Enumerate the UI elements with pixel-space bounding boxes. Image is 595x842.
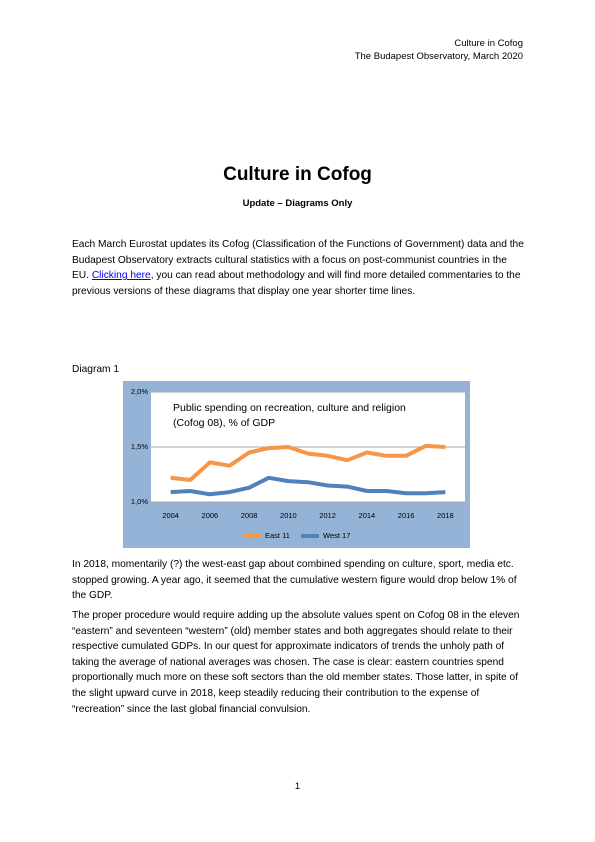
x-tick-label: 2006: [202, 511, 219, 520]
text: Each March Eurostat updates its Cofog (C…: [72, 239, 524, 282]
doc-title: Culture in Cofog: [223, 164, 372, 185]
series-line: [170, 475, 446, 497]
x-tick-label: 2004: [162, 511, 179, 520]
header-subtitle: The Budapest Observatory, March 2020: [354, 51, 523, 62]
header-title: Culture in Cofog: [454, 38, 523, 49]
y-tick-label: 1,5%: [131, 442, 148, 451]
x-tick-label: 2018: [437, 511, 454, 520]
chart: 1,0% 1,5% 2,0% 2004 2006 2008 2010 2012 2014 2016…: [123, 381, 470, 548]
legend-label: East 11: [265, 531, 290, 540]
paragraph: In 2018, momentarily (?) the west-east g…: [72, 559, 517, 602]
x-tick-label: 2012: [319, 511, 336, 520]
chart-title: Public spending on recreation, culture a…: [173, 401, 413, 431]
y-tick-label: 1,0%: [131, 497, 148, 506]
page-number: 1: [294, 781, 301, 792]
x-tick-label: 2016: [398, 511, 415, 520]
diagram-label: Diagram 1: [72, 364, 119, 375]
paragraph: The proper procedure would require addin…: [72, 610, 520, 715]
intro-paragraph: Each March Eurostat updates its Cofog (C…: [72, 237, 524, 299]
x-tick-label: 2014: [359, 511, 376, 520]
text: , you can read about methodology and wil…: [72, 270, 521, 297]
legend-label: West 17: [323, 531, 350, 540]
x-tick-label: 2010: [280, 511, 297, 520]
x-tick-label: 2008: [241, 511, 258, 520]
doc-subtitle: Update – Diagrams Only: [242, 198, 353, 209]
series-line: [170, 443, 446, 482]
y-tick-label: 2,0%: [131, 387, 148, 396]
link[interactable]: Clicking here: [91, 270, 151, 282]
